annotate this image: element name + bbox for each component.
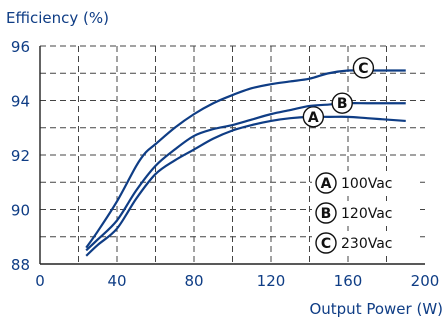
- x-tick-label: 120: [257, 272, 286, 290]
- x-tick-label: 40: [107, 272, 126, 290]
- y-tick-label: 90: [11, 202, 30, 220]
- series-line-230vac: [85, 69, 406, 249]
- marker-circle: [315, 172, 337, 194]
- marker-circle: [302, 106, 325, 128]
- axes: [39, 46, 425, 265]
- x-tick-label: 80: [184, 272, 203, 290]
- marker-circle: [315, 202, 337, 224]
- y-tick-label: 92: [11, 147, 30, 165]
- legend-marker-c: C: [315, 232, 337, 254]
- series-marker-c: C: [352, 57, 375, 79]
- series-marker-b: B: [331, 92, 353, 114]
- legend-marker-a: A: [315, 172, 337, 194]
- legend-label: 230Vac: [341, 236, 393, 252]
- x-axis-label: Output Power (W): [309, 300, 443, 318]
- series-marker-a: A: [302, 106, 325, 128]
- gridlines: [40, 45, 425, 264]
- legend: A 100Vac B 120Vac C 230Vac: [312, 171, 416, 255]
- y-tick-label: 96: [11, 38, 30, 56]
- y-tick-label: 94: [11, 93, 30, 111]
- marker-letter: B: [321, 206, 332, 222]
- y-tick-label: 88: [11, 256, 30, 274]
- legend-label: 100Vac: [341, 176, 393, 192]
- legend-label: 120Vac: [341, 206, 393, 222]
- series-lines: ABC: [85, 57, 406, 257]
- marker-letter: A: [308, 110, 319, 126]
- x-tick-label: 0: [35, 272, 45, 290]
- marker-letter: A: [321, 176, 332, 192]
- legend-marker-b: B: [315, 202, 337, 224]
- marker-circle: [331, 92, 353, 114]
- y-axis-label: Efficiency (%): [6, 9, 109, 27]
- x-tick-label: 200: [411, 272, 440, 290]
- series-line-100vac: [85, 115, 406, 257]
- marker-circle: [315, 232, 337, 254]
- marker-circle: [352, 57, 375, 79]
- tick-labels: 0 40 80 120 160 200 88 90 92 94 96: [11, 38, 439, 290]
- x-tick-label: 160: [334, 272, 363, 290]
- marker-letter: C: [358, 61, 368, 77]
- marker-letter: B: [337, 96, 348, 112]
- marker-letter: C: [321, 236, 331, 252]
